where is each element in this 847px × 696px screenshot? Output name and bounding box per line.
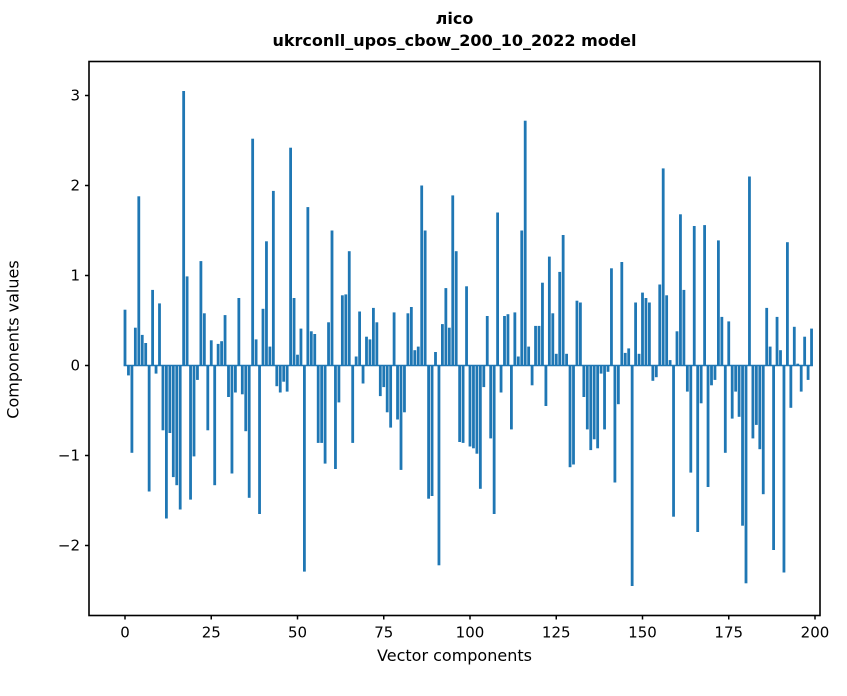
svg-text:75: 75 [374, 624, 393, 642]
x-axis-ticks: 0 25 50 75 100 125 150 175 200 [120, 615, 830, 642]
bar-series [123, 91, 813, 586]
svg-text:2: 2 [70, 177, 80, 195]
svg-text:25: 25 [202, 624, 221, 642]
svg-text:0: 0 [120, 624, 130, 642]
axes-spines [88, 60, 821, 617]
x-axis-label: Vector components [377, 646, 532, 665]
svg-text:50: 50 [288, 624, 307, 642]
svg-text:150: 150 [628, 624, 657, 642]
svg-text:200: 200 [801, 624, 830, 642]
svg-text:1: 1 [70, 267, 80, 285]
svg-text:3: 3 [70, 87, 80, 105]
chart-title-word: лісо [435, 9, 474, 28]
chart-title-model: ukrconll_upos_cbow_200_10_2022 model [272, 31, 637, 50]
svg-text:100: 100 [456, 624, 485, 642]
y-axis-ticks: 3 2 1 0 −1 −2 [58, 87, 89, 555]
svg-text:−1: −1 [58, 447, 80, 465]
chart-title: лісо ukrconll_upos_cbow_200_10_2022 mode… [89, 8, 820, 52]
svg-text:125: 125 [542, 624, 571, 642]
svg-text:−2: −2 [58, 537, 80, 555]
svg-text:0: 0 [70, 357, 80, 375]
svg-text:175: 175 [714, 624, 743, 642]
